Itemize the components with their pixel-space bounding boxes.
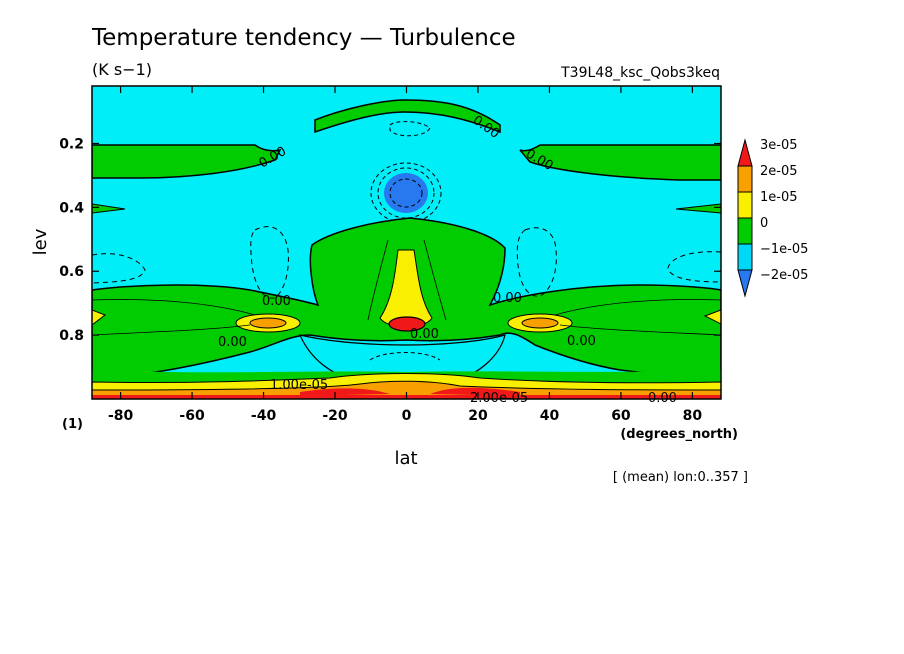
colorbar-label: −1e-05	[760, 242, 808, 257]
surface-red-bump-left	[300, 388, 390, 396]
x-axis-units: (degrees_north)	[620, 427, 738, 442]
blue-core-contour-inner	[389, 178, 423, 208]
y-axis-ticks: 0.2 0.4 0.6 0.8	[59, 136, 721, 344]
colorbar: 3e-05 2e-05 1e-05 0 −1e-05 −2e-05	[737, 138, 808, 298]
x-tick-label: 0	[402, 408, 412, 424]
y-tick-label: 0.4	[59, 200, 84, 216]
right-upper-green-band	[519, 144, 721, 181]
colorbar-label: 2e-05	[760, 164, 798, 179]
contour-field	[92, 86, 721, 399]
thin-contour-left-2	[92, 324, 251, 336]
x-tick-label: -20	[322, 408, 348, 424]
colorbar-label: 0	[760, 216, 768, 231]
dashed-contour-top	[389, 121, 431, 137]
blue-core-contour-outer	[377, 167, 435, 219]
y-tick-label: 0.8	[59, 328, 84, 344]
thin-contour-right-2	[559, 324, 721, 336]
colorbar-swatch	[737, 165, 753, 193]
x-tick-label: 80	[683, 408, 703, 424]
dashed-contour-left-edge	[92, 253, 146, 284]
x-tick-label: 20	[468, 408, 488, 424]
x-axis-label: lat	[394, 448, 417, 469]
colorbar-swatch	[737, 191, 753, 219]
colorbar-label: 1e-05	[760, 190, 798, 205]
thin-contour-left-1	[92, 299, 256, 316]
contour-label-center: 0.00	[410, 327, 439, 342]
central-red-spot	[388, 316, 426, 332]
contour-label-1e-05: 1.00e-05	[270, 378, 328, 393]
y-axis-label: lev	[30, 228, 51, 255]
dashed-contour-pocket	[369, 352, 441, 361]
surface-orange-layer	[92, 380, 721, 399]
right-edge-yellow	[703, 309, 721, 325]
colorbar-label: −2e-05	[760, 268, 808, 283]
contour-label-2e-05: 2.00e-05	[470, 391, 528, 406]
right-green-spike	[675, 203, 721, 214]
dashed-contour-left-lobe	[250, 226, 289, 299]
mean-lon-note: [ (mean) lon:0..357 ]	[613, 470, 748, 485]
colorbar-label: 3e-05	[760, 138, 798, 153]
x-tick-label: -40	[251, 408, 277, 424]
contour-label-low-left: 0.00	[218, 335, 247, 350]
x-tick-label: -80	[108, 408, 134, 424]
x-tick-label: 60	[611, 408, 631, 424]
y-tick-label: 0.6	[59, 264, 84, 280]
thin-contour-column-left	[367, 239, 389, 321]
right-orange-core	[521, 317, 559, 329]
colorbar-arrow-bottom	[737, 269, 753, 298]
x-axis-ticks: -80 -60 -40 -20 0 20 40 60 80	[108, 86, 702, 424]
left-green-spike	[92, 203, 126, 214]
left-upper-green-band	[92, 144, 282, 179]
contour-label-low-right: 0.00	[567, 334, 596, 349]
chart-units: (K s−1)	[92, 60, 152, 79]
experiment-label: T39L48_ksc_Qobs3keq	[560, 65, 720, 81]
left-edge-yellow	[92, 309, 107, 326]
upper-green-arc	[314, 99, 501, 134]
contour-label-mid-right: 0.00	[493, 291, 522, 306]
colorbar-swatch	[737, 217, 753, 245]
surface-red-bump-right	[430, 387, 520, 396]
y-tick-label: 0.2	[59, 136, 84, 152]
contour-label-surface-right: 0.00	[648, 391, 677, 406]
y-axis-units: (1)	[62, 417, 83, 432]
colorbar-arrow-top	[737, 138, 753, 167]
x-tick-label: -60	[179, 408, 205, 424]
left-orange-core	[249, 317, 287, 329]
dashed-contour-right-lobe	[516, 227, 557, 297]
thin-contour-column-right	[423, 239, 447, 321]
x-tick-label: 40	[540, 408, 560, 424]
colorbar-swatch	[737, 243, 753, 271]
thin-contour-right-1	[554, 299, 721, 316]
contour-label-mid-left: 0.00	[262, 294, 291, 309]
chart-title: Temperature tendency — Turbulence	[91, 25, 516, 51]
dashed-contour-right-edge	[667, 251, 721, 283]
